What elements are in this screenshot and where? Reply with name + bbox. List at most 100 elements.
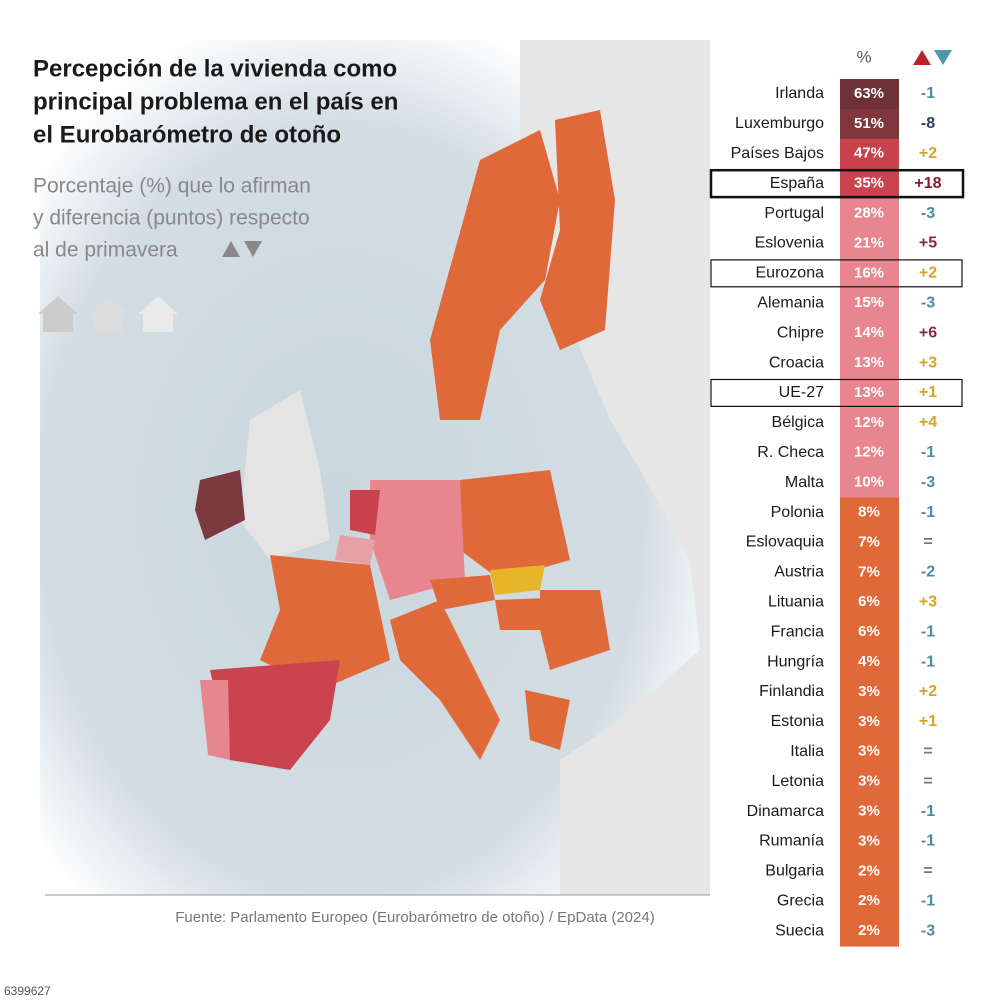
- country-name: Grecia: [777, 892, 824, 909]
- house-icons: [38, 296, 178, 332]
- pct-label: 3%: [858, 773, 880, 790]
- pct-label: 3%: [858, 743, 880, 760]
- diff-label: -1: [921, 504, 935, 521]
- diff-label: =: [923, 534, 932, 551]
- pct-label: 2%: [858, 862, 880, 879]
- highlight-box: [710, 259, 963, 288]
- country-name: Italia: [790, 743, 824, 760]
- image-id: 6399627: [4, 984, 51, 998]
- pct-label: 3%: [858, 713, 880, 730]
- pct-cell: [840, 796, 899, 827]
- pct-label: 2%: [858, 892, 880, 909]
- pct-label: 13%: [854, 354, 884, 371]
- table: Irlanda 63% -1 Luxemburgo 51% -8 Países Bajos 4…: [709, 79, 965, 947]
- highlight-box: [709, 168, 965, 199]
- pct-label: 15%: [854, 294, 884, 311]
- diff-label: +6: [919, 324, 937, 341]
- country-name: Países Bajos: [731, 145, 824, 162]
- country-name: Finlandia: [759, 683, 824, 700]
- country-name: Estonia: [771, 713, 824, 730]
- diff-label: -3: [921, 294, 935, 311]
- pct-cell: [840, 138, 899, 170]
- pct-label: 10%: [854, 474, 884, 491]
- diff-label: -1: [921, 833, 935, 850]
- pct-cell: [840, 168, 899, 200]
- pct-label: 2%: [858, 922, 880, 939]
- pct-cell: [840, 856, 899, 887]
- pct-cell: [840, 587, 899, 618]
- pct-cell: [840, 228, 899, 259]
- pct-cell: [840, 258, 899, 289]
- pct-label: 16%: [854, 264, 884, 281]
- diff-label: +2: [919, 683, 937, 700]
- diff-label: -8: [921, 115, 935, 132]
- pct-label: 6%: [858, 623, 880, 640]
- pct-cell: [840, 497, 899, 528]
- pct-cell: [840, 527, 899, 558]
- pct-label: 35%: [854, 175, 884, 192]
- pct-cell: [840, 916, 899, 947]
- triangles: [222, 241, 262, 257]
- pct-cell: [840, 198, 899, 229]
- country-name: Croacia: [769, 354, 824, 371]
- country-name: UE-27: [779, 384, 824, 401]
- pct-label: 7%: [858, 533, 880, 550]
- pct-cell: [840, 318, 899, 349]
- subtitle-line: al de primavera: [33, 239, 178, 262]
- country-name: Bulgaria: [765, 863, 824, 880]
- pct-label: 4%: [858, 653, 880, 670]
- country-name: España: [770, 175, 824, 192]
- country-name: Malta: [785, 474, 824, 491]
- country-name: Austria: [774, 564, 824, 581]
- pct-cell: [840, 407, 899, 439]
- source: Fuente: Parlamento Europeo (Eurobarómetr…: [175, 909, 654, 926]
- pct-label: 8%: [858, 504, 880, 521]
- diff-label: +3: [919, 593, 937, 610]
- down-triangle: [934, 50, 952, 65]
- up-triangle: [913, 50, 931, 65]
- country-name: Dinamarca: [747, 803, 824, 820]
- country-name: Irlanda: [775, 85, 824, 102]
- pct-cell: [840, 677, 899, 708]
- pct-cell: [840, 617, 899, 648]
- subtitle-line: y diferencia (puntos) respecto: [33, 207, 310, 230]
- diff-label: -3: [921, 474, 935, 491]
- country-name: Francia: [771, 623, 824, 640]
- pct-label: 63%: [854, 85, 884, 102]
- diff-label: =: [923, 743, 932, 760]
- diff-label: -2: [921, 564, 935, 581]
- subtitle-line: Porcentaje (%) que lo afirman: [33, 175, 311, 198]
- pct-cell: [840, 378, 899, 409]
- country-name: R. Checa: [757, 444, 824, 461]
- diff-label: -1: [921, 892, 935, 909]
- diff-label: +4: [919, 414, 937, 431]
- pct-cell: [840, 766, 899, 798]
- country-name: Portugal: [764, 205, 824, 222]
- diff-label: +5: [919, 235, 937, 252]
- country-name: Eurozona: [756, 265, 825, 282]
- pct-label: 3%: [858, 832, 880, 849]
- pct-label: 21%: [854, 234, 884, 251]
- diff-label: +2: [919, 265, 937, 282]
- country-name: Rumanía: [759, 833, 824, 850]
- title-line: principal problema en el país en: [33, 88, 398, 115]
- pct-label: 6%: [858, 593, 880, 610]
- subtitle: Porcentaje (%) que lo afirman y diferenc…: [33, 175, 311, 262]
- country-name: Eslovaquia: [746, 534, 824, 551]
- pct-label: 3%: [858, 803, 880, 820]
- diff-label: +1: [919, 384, 937, 401]
- pct-cell: [840, 647, 899, 678]
- pct-cell: [840, 557, 899, 588]
- column-header: %: [856, 47, 871, 66]
- pct-label: 7%: [858, 563, 880, 580]
- pct-cell: [840, 288, 899, 319]
- country-name: Suecia: [775, 922, 824, 939]
- title-line: Percepción de la vivienda como: [33, 55, 397, 82]
- country-name: Lituania: [768, 593, 824, 610]
- diff-label: =: [923, 863, 932, 880]
- country-name: Hungría: [767, 653, 824, 670]
- pct-cell: [840, 706, 899, 738]
- country-name: Polonia: [771, 504, 824, 521]
- diff-label: -1: [921, 803, 935, 820]
